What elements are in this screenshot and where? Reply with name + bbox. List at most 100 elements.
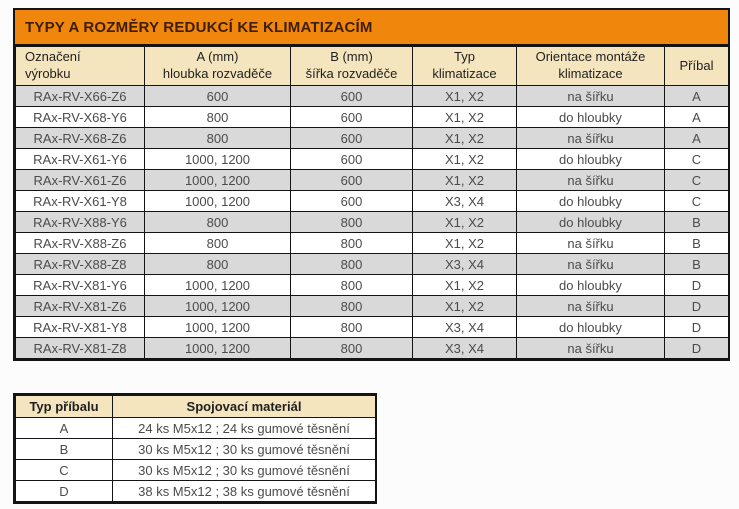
cell-ac-type: X1, X2	[412, 169, 517, 191]
cell-depth-a: 1000, 1200	[144, 337, 291, 359]
table-row: D 38 ks M5x12 ; 38 ks gumové těsnění	[15, 480, 376, 502]
cell-depth-a: 1000, 1200	[144, 274, 291, 296]
cell-package: D	[664, 295, 729, 317]
cell-depth-a: 1000, 1200	[144, 295, 291, 317]
cell-orientation: na šířku	[516, 253, 665, 275]
package-material-table: Typ příbalu Spojovací materiál A 24 ks M…	[13, 393, 377, 504]
cell-package-type: B	[15, 438, 113, 460]
cell-depth-a: 800	[144, 253, 291, 275]
column-header-ac-type: Typ klimatizace	[412, 46, 517, 86]
cell-package-type: A	[15, 417, 113, 439]
cell-orientation: na šířku	[516, 127, 665, 149]
table-row: RAx-RV-X68-Z6 800 600 X1, X2 na šířku A	[15, 127, 729, 149]
cell-ac-type: X1, X2	[412, 85, 517, 107]
cell-product-code: RAx-RV-X61-Y8	[15, 190, 145, 212]
cell-product-code: RAx-RV-X61-Y6	[15, 148, 145, 170]
cell-width-b: 800	[290, 337, 413, 359]
cell-depth-a: 1000, 1200	[144, 169, 291, 191]
cell-product-code: RAx-RV-X81-Z6	[15, 295, 145, 317]
dimensions-table: TYPY A ROZMĚRY REDUKCÍ KE KLIMATIZACÍM O…	[13, 8, 730, 361]
cell-width-b: 800	[290, 232, 413, 254]
table-row: RAx-RV-X61-Z6 1000, 1200 600 X1, X2 na š…	[15, 169, 729, 191]
cell-product-code: RAx-RV-X88-Z8	[15, 253, 145, 275]
cell-width-b: 800	[290, 274, 413, 296]
cell-depth-a: 800	[144, 232, 291, 254]
cell-product-code: RAx-RV-X61-Z6	[15, 169, 145, 191]
cell-package: D	[664, 337, 729, 359]
cell-package: B	[664, 211, 729, 233]
cell-depth-a: 1000, 1200	[144, 190, 291, 212]
cell-ac-type: X1, X2	[412, 232, 517, 254]
cell-depth-a: 1000, 1200	[144, 148, 291, 170]
table-row: C 30 ks M5x12 ; 30 ks gumové těsnění	[15, 459, 376, 481]
table-row: RAx-RV-X88-Y6 800 800 X1, X2 do hloubky …	[15, 211, 729, 233]
cell-package: A	[664, 85, 729, 107]
cell-orientation: na šířku	[516, 232, 665, 254]
cell-width-b: 600	[290, 148, 413, 170]
package-grid: Typ příbalu Spojovací materiál A 24 ks M…	[15, 395, 376, 502]
column-header-width-b: B (mm) šířka rozvaděče	[290, 46, 413, 86]
cell-ac-type: X1, X2	[412, 274, 517, 296]
cell-product-code: RAx-RV-X81-Y6	[15, 274, 145, 296]
cell-package: C	[664, 190, 729, 212]
table-row: RAx-RV-X61-Y8 1000, 1200 600 X3, X4 do h…	[15, 190, 729, 212]
table-row: RAx-RV-X88-Z8 800 800 X3, X4 na šířku B	[15, 253, 729, 275]
cell-orientation: do hloubky	[516, 316, 665, 338]
header-row: Označení výrobku A (mm) hloubka rozvaděč…	[15, 46, 729, 86]
cell-package: B	[664, 253, 729, 275]
cell-width-b: 800	[290, 295, 413, 317]
cell-width-b: 800	[290, 211, 413, 233]
cell-orientation: na šířku	[516, 337, 665, 359]
cell-orientation: do hloubky	[516, 106, 665, 128]
cell-depth-a: 800	[144, 106, 291, 128]
cell-orientation: do hloubky	[516, 211, 665, 233]
cell-package-type: C	[15, 459, 113, 481]
table-row: RAx-RV-X68-Y6 800 600 X1, X2 do hloubky …	[15, 106, 729, 128]
cell-product-code: RAx-RV-X66-Z6	[15, 85, 145, 107]
dimensions-grid: Označení výrobku A (mm) hloubka rozvaděč…	[15, 46, 729, 359]
cell-material: 30 ks M5x12 ; 30 ks gumové těsnění	[112, 459, 376, 481]
table-row: B 30 ks M5x12 ; 30 ks gumové těsnění	[15, 438, 376, 460]
table-row: RAx-RV-X66-Z6 600 600 X1, X2 na šířku A	[15, 85, 729, 107]
cell-product-code: RAx-RV-X81-Z8	[15, 337, 145, 359]
cell-depth-a: 800	[144, 127, 291, 149]
cell-ac-type: X1, X2	[412, 211, 517, 233]
cell-product-code: RAx-RV-X81-Y8	[15, 316, 145, 338]
cell-orientation: do hloubky	[516, 148, 665, 170]
cell-depth-a: 1000, 1200	[144, 316, 291, 338]
column-header-package-type: Typ příbalu	[15, 395, 113, 418]
cell-width-b: 600	[290, 169, 413, 191]
table-row: RAx-RV-X81-Y8 1000, 1200 800 X3, X4 do h…	[15, 316, 729, 338]
column-header-package: Příbal	[664, 46, 729, 86]
cell-width-b: 600	[290, 190, 413, 212]
table-row: RAx-RV-X81-Z6 1000, 1200 800 X1, X2 na š…	[15, 295, 729, 317]
cell-product-code: RAx-RV-X68-Z6	[15, 127, 145, 149]
cell-ac-type: X1, X2	[412, 106, 517, 128]
cell-depth-a: 600	[144, 85, 291, 107]
cell-product-code: RAx-RV-X68-Y6	[15, 106, 145, 128]
header-row: Typ příbalu Spojovací materiál	[15, 395, 376, 418]
column-header-depth-a: A (mm) hloubka rozvaděče	[144, 46, 291, 86]
cell-width-b: 800	[290, 316, 413, 338]
cell-orientation: na šířku	[516, 169, 665, 191]
cell-product-code: RAx-RV-X88-Z6	[15, 232, 145, 254]
cell-orientation: do hloubky	[516, 274, 665, 296]
cell-width-b: 600	[290, 127, 413, 149]
table-row: RAx-RV-X88-Z6 800 800 X1, X2 na šířku B	[15, 232, 729, 254]
cell-ac-type: X3, X4	[412, 190, 517, 212]
cell-package: B	[664, 232, 729, 254]
cell-ac-type: X3, X4	[412, 253, 517, 275]
cell-package: C	[664, 169, 729, 191]
cell-product-code: RAx-RV-X88-Y6	[15, 211, 145, 233]
cell-orientation: na šířku	[516, 295, 665, 317]
cell-width-b: 600	[290, 85, 413, 107]
cell-ac-type: X3, X4	[412, 316, 517, 338]
cell-material: 38 ks M5x12 ; 38 ks gumové těsnění	[112, 480, 376, 502]
cell-package: C	[664, 148, 729, 170]
table-title: TYPY A ROZMĚRY REDUKCÍ KE KLIMATIZACÍM	[15, 10, 728, 46]
table-row: RAx-RV-X81-Y6 1000, 1200 800 X1, X2 do h…	[15, 274, 729, 296]
cell-material: 24 ks M5x12 ; 24 ks gumové těsnění	[112, 417, 376, 439]
cell-ac-type: X1, X2	[412, 295, 517, 317]
table-row: A 24 ks M5x12 ; 24 ks gumové těsnění	[15, 417, 376, 439]
cell-package: A	[664, 127, 729, 149]
